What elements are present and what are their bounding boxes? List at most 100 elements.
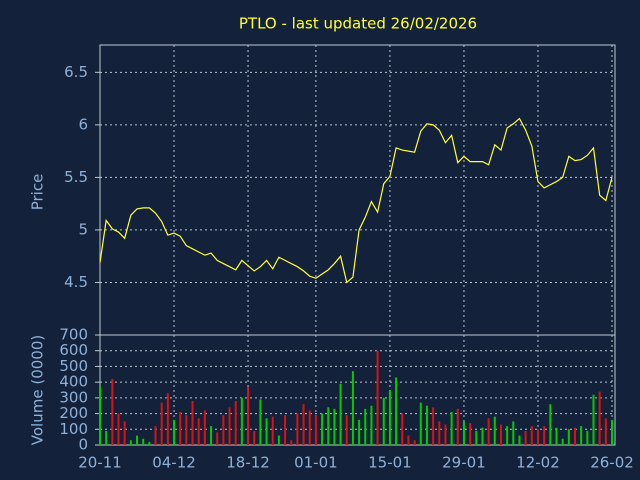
y-tick-label: 6.5 bbox=[64, 63, 88, 81]
volume-bar bbox=[154, 426, 157, 445]
volume-bar bbox=[419, 402, 422, 445]
volume-bar bbox=[444, 424, 447, 445]
volume-bar bbox=[148, 441, 151, 445]
y-tick-label: 600 bbox=[59, 341, 88, 359]
volume-bar bbox=[376, 350, 379, 445]
x-tick-label: 18-12 bbox=[226, 454, 270, 472]
volume-bar bbox=[407, 435, 410, 445]
volume-bar bbox=[456, 408, 459, 445]
volume-bar bbox=[191, 401, 194, 445]
volume-bar bbox=[228, 407, 231, 445]
volume-bar bbox=[536, 429, 539, 445]
volume-bar bbox=[240, 397, 243, 445]
volume-bar bbox=[351, 371, 354, 445]
y-tick-label: 4.5 bbox=[64, 273, 88, 291]
volume-bar bbox=[604, 418, 607, 445]
volume-bar bbox=[123, 421, 126, 445]
volume-bar bbox=[173, 419, 176, 445]
volume-bar bbox=[475, 430, 478, 445]
x-tick-label: 12-02 bbox=[516, 454, 560, 472]
volume-bar bbox=[358, 419, 361, 445]
volume-bar bbox=[425, 405, 428, 445]
volume-bar bbox=[401, 413, 404, 445]
y-tick-label: 700 bbox=[59, 326, 88, 344]
volume-bar bbox=[290, 440, 293, 445]
volume-bar bbox=[105, 430, 108, 445]
volume-bar bbox=[253, 430, 256, 445]
volume-bar bbox=[216, 432, 219, 445]
volume-bar bbox=[512, 421, 515, 445]
volume-bar bbox=[524, 430, 527, 445]
price-line bbox=[99, 117, 613, 284]
volume-bar bbox=[321, 413, 324, 445]
volume-bar bbox=[210, 426, 213, 445]
volume-bar bbox=[555, 427, 558, 445]
volume-bar bbox=[166, 393, 169, 445]
volume-bar bbox=[518, 435, 521, 445]
volume-bar bbox=[271, 416, 274, 445]
x-tick-label: 26-02 bbox=[590, 454, 634, 472]
volume-bar bbox=[395, 377, 398, 445]
volume-bar bbox=[142, 438, 145, 445]
y-axis-label: Volume (0000) bbox=[29, 335, 47, 445]
volume-bar bbox=[259, 399, 262, 445]
volume-bar bbox=[129, 440, 132, 445]
volume-bar bbox=[284, 415, 287, 445]
volume-bar bbox=[370, 405, 373, 445]
x-tick-label: 29-01 bbox=[442, 454, 486, 472]
chart-title: PTLO - last updated 26/02/2026 bbox=[239, 15, 477, 33]
volume-bar bbox=[413, 440, 416, 445]
volume-bar bbox=[499, 424, 502, 445]
volume-bar bbox=[530, 426, 533, 445]
volume-bar bbox=[222, 415, 225, 445]
volume-bar bbox=[549, 404, 552, 445]
volume-bar bbox=[592, 394, 595, 445]
volume-bar bbox=[111, 379, 114, 445]
volume-bar bbox=[296, 413, 299, 445]
volume-bar bbox=[469, 423, 472, 445]
volume-bar bbox=[160, 402, 163, 445]
y-tick-label: 500 bbox=[59, 357, 88, 375]
volume-bar bbox=[203, 410, 206, 445]
volume-bar bbox=[580, 426, 583, 445]
volume-bar bbox=[586, 430, 589, 445]
y-tick-label: 0 bbox=[78, 436, 88, 454]
volume-bar bbox=[598, 391, 601, 445]
volume-bar bbox=[345, 415, 348, 445]
volume-bar bbox=[506, 426, 509, 445]
volume-bar bbox=[573, 427, 576, 445]
volume-bar bbox=[364, 408, 367, 445]
x-tick-label: 04-12 bbox=[152, 454, 196, 472]
volume-bar bbox=[327, 407, 330, 445]
y-tick-label: 300 bbox=[59, 388, 88, 406]
volume-bar bbox=[234, 401, 237, 445]
volume-bar bbox=[481, 427, 484, 445]
x-tick-label: 01-01 bbox=[294, 454, 338, 472]
y-tick-label: 5.5 bbox=[64, 168, 88, 186]
volume-bar bbox=[382, 397, 385, 445]
volume-bar bbox=[117, 413, 120, 445]
volume-bar bbox=[567, 429, 570, 445]
volume-bar bbox=[247, 386, 250, 445]
volume-bar bbox=[136, 435, 139, 445]
volume-bar bbox=[432, 407, 435, 445]
y-tick-label: 5 bbox=[78, 220, 88, 238]
x-tick-label: 15-01 bbox=[368, 454, 412, 472]
x-tick-label: 20-11 bbox=[78, 454, 122, 472]
volume-bar bbox=[561, 438, 564, 445]
y-tick-label: 100 bbox=[59, 420, 88, 438]
volume-bar bbox=[450, 412, 453, 445]
volume-bar bbox=[333, 408, 336, 445]
volume-bar bbox=[611, 419, 613, 445]
volume-bar bbox=[388, 390, 391, 445]
volume-bar bbox=[265, 418, 268, 445]
volume-bar bbox=[99, 385, 101, 445]
y-tick-label: 200 bbox=[59, 404, 88, 422]
volume-bar bbox=[302, 404, 305, 445]
volume-bar bbox=[179, 412, 182, 445]
volume-bar bbox=[462, 421, 465, 445]
y-axis-label: Price bbox=[29, 174, 47, 211]
volume-bar bbox=[277, 435, 280, 445]
